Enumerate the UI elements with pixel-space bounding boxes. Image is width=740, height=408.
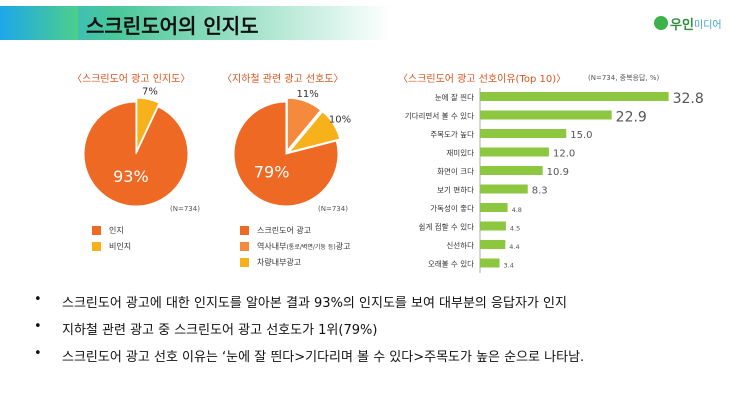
bar-value-label: 4.8 xyxy=(512,206,522,214)
summary-bullets: • 스크린도어 광고에 대한 인지도를 알아본 결과 93%의 인지도를 보여 … xyxy=(34,292,734,373)
pie-label-2-2: 10% xyxy=(329,115,351,126)
preference-pie-chart: 79% 11% 10% xyxy=(233,89,351,207)
bar-category-label: 눈에 잘 띈다 xyxy=(435,92,474,102)
bar-category-label: 보기 편하다 xyxy=(437,185,474,195)
bar-8 xyxy=(480,240,506,249)
bullet-item: • 스크린도어 광고에 대한 인지도를 알아본 결과 93%의 인지도를 보여 … xyxy=(34,292,734,319)
bar-1 xyxy=(480,110,612,120)
bar-value-label: 10.9 xyxy=(547,167,569,178)
bar-category-label: 오래볼 수 있다 xyxy=(428,260,474,269)
bar-category-label: 화면이 크다 xyxy=(437,166,474,176)
awareness-pie-chart: 93% 7% xyxy=(83,87,189,207)
bar-0 xyxy=(480,92,669,101)
logo-name: 우인 xyxy=(670,18,694,33)
legend-item-station: 역사내부 (통로/벽면/기둥 등) 광고 xyxy=(240,238,350,254)
legend-label-tail: 광고 xyxy=(335,241,351,251)
bullet-text: 스크린도어 광고에 대한 인지도를 알아본 결과 93%의 인지도를 보여 대부… xyxy=(62,296,567,311)
chart1-legend: 인지 비인지 xyxy=(92,222,131,254)
pie-slice-2-0 xyxy=(233,101,339,207)
chart1-title: 〈스크린도어 광고 인지도〉 xyxy=(72,74,191,85)
logo-icon xyxy=(654,16,668,30)
pie-slice-1-0 xyxy=(83,101,189,207)
legend-label: 인지 xyxy=(109,225,124,235)
bar-category-label: 주목도가 높다 xyxy=(430,130,474,139)
bar-category-label: 기다리면서 볼 수 있다 xyxy=(405,111,474,121)
legend-swatch xyxy=(240,241,249,251)
bar-7 xyxy=(480,221,506,231)
pie-label-2-1: 11% xyxy=(297,89,319,100)
bar-3 xyxy=(480,147,549,157)
legend-swatch xyxy=(240,225,249,235)
pie-slice-2-1 xyxy=(286,97,322,152)
bullet-text: 스크린도어 광고 선호 이유는 ‘눈에 잘 띈다>기다리며 볼 수 있다>주목도… xyxy=(62,350,585,365)
title-accent xyxy=(0,6,78,40)
bar-5 xyxy=(480,184,528,194)
bar-category-label: 신선하다 xyxy=(446,240,474,250)
pie-label-2-0: 79% xyxy=(254,162,290,181)
bar-value-label: 32.8 xyxy=(673,91,704,107)
bar-category-label: 가독성이 좋다 xyxy=(430,203,474,213)
legend-item-screendoor: 스크린도어 광고 xyxy=(240,222,350,238)
legend-item-train: 차량내부광고 xyxy=(240,254,350,270)
pie-slice-1-1 xyxy=(136,97,160,151)
bar-value-label: 3.4 xyxy=(504,262,514,270)
bullet-item: • 스크린도어 광고 선호 이유는 ‘눈에 잘 띈다>기다리며 볼 수 있다>주… xyxy=(34,346,734,373)
pie-slice-2-2 xyxy=(288,111,341,153)
bar-value-label: 12.0 xyxy=(553,149,575,160)
company-logo: 우인 미디어 xyxy=(654,14,730,36)
legend-item-aware: 인지 xyxy=(92,222,131,238)
bar-9 xyxy=(480,258,500,268)
chart3-title: 〈스크린도어 광고 선호이유(Top 10)〉 xyxy=(398,74,567,85)
chart2-legend: 스크린도어 광고 역사내부 (통로/벽면/기둥 등) 광고 차량내부광고 xyxy=(240,222,350,270)
bullet-dot: • xyxy=(34,319,42,334)
bar-value-label: 4.4 xyxy=(509,243,519,251)
bar-value-label: 15.0 xyxy=(570,130,592,141)
legend-label: 스크린도어 광고 xyxy=(257,225,312,235)
chart1-note: (N=734) xyxy=(170,205,200,213)
bullet-dot: • xyxy=(34,346,42,361)
bullet-dot: • xyxy=(34,292,42,307)
chart2-note: (N=734) xyxy=(318,205,348,213)
bar-value-label: 22.9 xyxy=(616,110,647,126)
bullet-text: 지하철 관련 광고 중 스크린도어 광고 선호도가 1위(79%) xyxy=(62,323,378,338)
legend-label: 역사내부 xyxy=(257,241,287,251)
legend-swatch xyxy=(92,225,101,235)
legend-label: 차량내부광고 xyxy=(257,257,302,267)
legend-label-sub: (통로/벽면/기둥 등) xyxy=(286,243,336,251)
bar-4 xyxy=(480,166,543,175)
bar-6 xyxy=(480,203,508,212)
bullet-item: • 지하철 관련 광고 중 스크린도어 광고 선호도가 1위(79%) xyxy=(34,319,734,346)
slide-title: 스크린도어의 인지도 xyxy=(86,14,259,38)
legend-swatch xyxy=(240,257,249,267)
bar-category-label: 쉽게 접할 수 있다 xyxy=(419,222,475,232)
chart3-note: (N=734, 중복응답, %) xyxy=(588,74,660,82)
legend-swatch xyxy=(92,241,101,251)
legend-item-unaware: 비인지 xyxy=(92,238,131,254)
bar-value-label: 8.3 xyxy=(532,186,548,197)
reasons-bar-chart: 눈에 잘 띈다 32.8 기다리면서 볼 수 있다 22.9 주목도가 높다 15.0 재미… xyxy=(405,88,704,273)
pie-label-1-1: 7% xyxy=(142,87,158,98)
bar-value-label: 4.5 xyxy=(510,225,520,233)
bar-2 xyxy=(480,129,567,138)
title-bar xyxy=(0,6,460,40)
legend-label: 비인지 xyxy=(109,241,132,251)
bar-category-label: 재미있다 xyxy=(446,149,474,158)
chart2-title: 〈지하철 관련 광고 선호도〉 xyxy=(222,74,344,85)
logo-sub: 미디어 xyxy=(694,20,722,31)
pie-label-1-0: 93% xyxy=(113,167,149,186)
